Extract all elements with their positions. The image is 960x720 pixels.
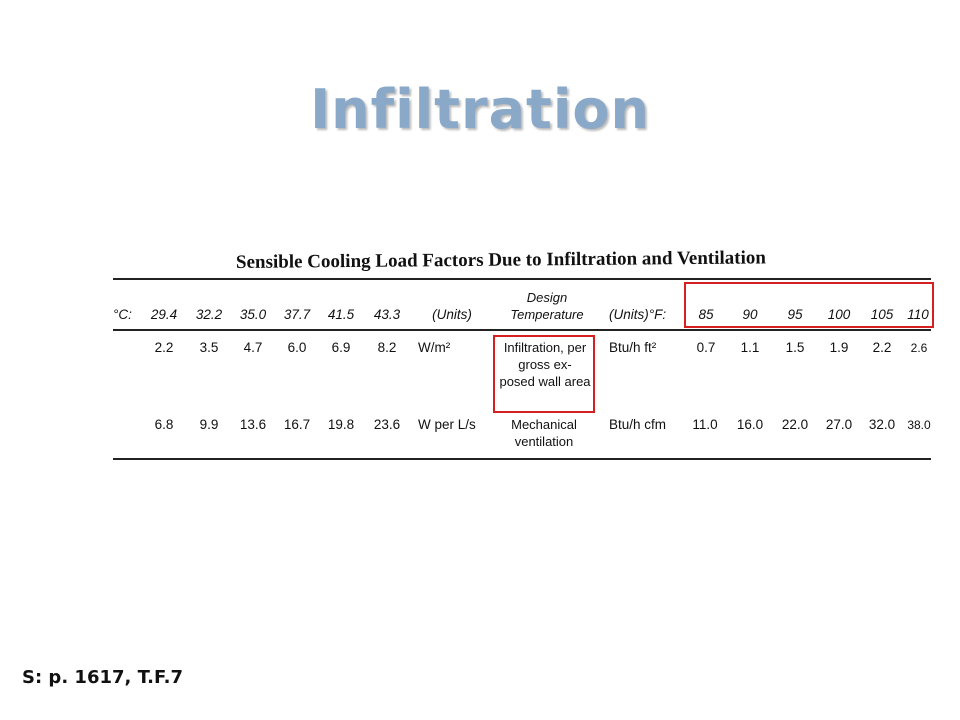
si-value: 13.6 (239, 417, 267, 432)
ip-value: 27.0 (825, 417, 853, 432)
fahrenheit-value: 85 (698, 307, 714, 322)
ip-value: 0.7 (696, 340, 716, 355)
ip-value: 2.6 (910, 341, 928, 355)
ip-value: 32.0 (868, 417, 896, 432)
celsius-value: 37.7 (283, 307, 311, 322)
ip-value: 2.2 (872, 340, 892, 355)
units-header: (Units) (432, 307, 472, 322)
ip-value: 16.0 (736, 417, 764, 432)
table-top-rule (113, 278, 931, 280)
si-value: 23.6 (373, 417, 401, 432)
si-value: 4.7 (243, 340, 263, 355)
celsius-value: 41.5 (327, 307, 355, 322)
si-value: 6.8 (154, 417, 174, 432)
celsius-value: 29.4 (150, 307, 178, 322)
ip-value: 1.9 (829, 340, 849, 355)
si-unit: W per L/s (418, 417, 476, 432)
celsius-value: 32.2 (195, 307, 223, 322)
fahrenheit-value: 90 (742, 307, 758, 322)
fahrenheit-value: 110 (907, 307, 929, 322)
si-value: 3.5 (199, 340, 219, 355)
si-unit: W/m² (418, 340, 451, 355)
table-header-rule (113, 329, 931, 331)
units-f-header: (Units)°F: (609, 307, 667, 322)
si-value: 2.2 (154, 340, 174, 355)
celsius-value: 35.0 (239, 307, 267, 322)
si-value: 19.8 (327, 417, 355, 432)
slide-title: Infiltration (310, 78, 650, 141)
fahrenheit-value: 105 (870, 307, 894, 322)
source-citation: S: p. 1617, T.F.7 (22, 667, 184, 688)
ip-value: 1.1 (740, 340, 760, 355)
table-title: Sensible Cooling Load Factors Due to Inf… (235, 247, 767, 273)
table-bottom-rule (113, 458, 931, 460)
si-value: 9.9 (199, 417, 219, 432)
fahrenheit-highlight-box (684, 282, 934, 328)
si-value: 16.7 (283, 417, 311, 432)
row-description: Infiltration, per gross ex- posed wall a… (499, 340, 591, 389)
ip-unit: Btu/h cfm (609, 417, 667, 432)
si-value: 6.9 (331, 340, 351, 355)
fahrenheit-value: 95 (787, 307, 803, 322)
ip-value: 38.0 (907, 418, 931, 432)
infiltration-highlight-box (493, 335, 595, 413)
fahrenheit-value: 100 (827, 307, 851, 322)
ip-unit: Btu/h ft² (609, 340, 657, 355)
design-temperature-header: Design Temperature (510, 290, 584, 322)
celsius-label: °C: (113, 307, 132, 322)
si-value: 8.2 (377, 340, 397, 355)
celsius-value: 43.3 (373, 307, 401, 322)
ip-value: 22.0 (781, 417, 809, 432)
ip-value: 11.0 (692, 417, 718, 432)
row-description: Mechanical ventilation (511, 417, 577, 449)
si-value: 6.0 (287, 340, 307, 355)
ip-value: 1.5 (785, 340, 805, 355)
